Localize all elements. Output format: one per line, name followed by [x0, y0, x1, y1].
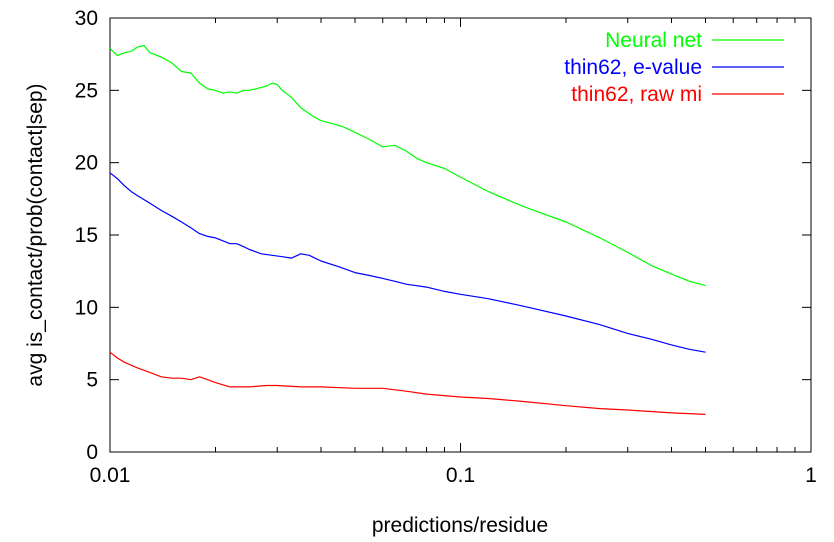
y-axis-label: avg is_contact/prob(contact|sep): [24, 83, 47, 386]
series-line-0: [109, 44, 706, 287]
y-tick-label: 30: [75, 7, 98, 30]
plot-frame: [109, 17, 812, 453]
legend-label: Neural net: [605, 29, 702, 52]
legend-label: thin62, raw mi: [571, 83, 702, 106]
x-axis-label: predictions/residue: [372, 514, 548, 537]
y-tick-label: 15: [75, 224, 98, 247]
series-line-2: [109, 351, 706, 415]
series-lines: [109, 44, 706, 415]
axis-ticks: 0 5 10 15 20 25 30 0.01 0.1 1: [75, 7, 817, 487]
x-tick-label: 1: [805, 464, 817, 487]
legend-label: thin62, e-value: [564, 56, 702, 79]
x-tick-label: 0.1: [446, 464, 475, 487]
legend: Neural net thin62, e-value thin62, raw mi: [564, 29, 784, 106]
x-tick-label: 0.01: [90, 464, 131, 487]
y-tick-label: 25: [75, 79, 98, 102]
y-tick-label: 5: [86, 369, 98, 392]
y-tick-label: 0: [86, 441, 98, 464]
series-line-1: [109, 172, 706, 353]
y-tick-label: 10: [75, 296, 98, 319]
y-tick-label: 20: [75, 152, 98, 175]
